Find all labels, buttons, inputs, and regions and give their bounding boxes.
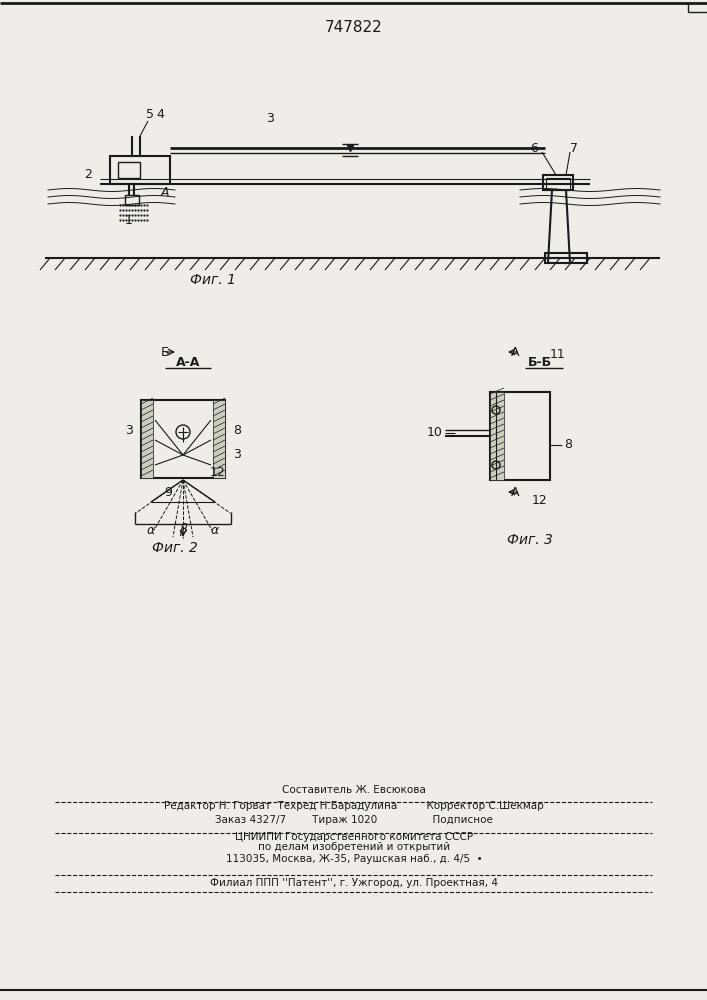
Text: α: α: [211, 524, 219, 536]
Bar: [125, 195, 139, 205]
Text: Б: Б: [160, 346, 169, 359]
Bar: [543, 175, 573, 190]
Text: 2: 2: [84, 167, 92, 180]
Text: Заказ 4327/7        Тираж 1020                 Подписное: Заказ 4327/7 Тираж 1020 Подписное: [215, 815, 493, 825]
Text: 11: 11: [550, 349, 566, 361]
Text: А: А: [510, 346, 519, 359]
Text: Б-Б: Б-Б: [528, 356, 552, 368]
Text: Редактор Н. Горват  Техред Н.Барадулина         Корректор С.Шекмар: Редактор Н. Горват Техред Н.Барадулина К…: [164, 801, 544, 811]
Text: 9: 9: [164, 486, 172, 498]
Text: 4: 4: [156, 107, 164, 120]
Text: 8: 8: [564, 438, 572, 452]
Text: A: A: [160, 186, 169, 198]
Text: 6: 6: [530, 141, 538, 154]
Bar: [141, 400, 153, 478]
Text: по делам изобретений и открытий: по делам изобретений и открытий: [258, 842, 450, 852]
Bar: [213, 400, 225, 478]
Text: 747822: 747822: [325, 20, 383, 35]
Text: 7: 7: [570, 141, 578, 154]
Bar: [545, 253, 587, 263]
Bar: [118, 162, 140, 178]
Text: 12: 12: [532, 493, 548, 506]
Text: 113035, Москва, Ж-35, Раушская наб., д. 4/5  •: 113035, Москва, Ж-35, Раушская наб., д. …: [226, 854, 482, 864]
Text: 3: 3: [125, 424, 133, 436]
Bar: [546, 178, 570, 190]
Bar: [490, 392, 550, 480]
Text: 8: 8: [233, 424, 241, 436]
Text: 12: 12: [210, 466, 226, 479]
Text: 5: 5: [146, 107, 154, 120]
Text: α: α: [147, 524, 155, 536]
Text: β: β: [179, 524, 187, 536]
Bar: [110, 156, 170, 184]
Text: А: А: [510, 486, 519, 498]
Text: 3: 3: [266, 111, 274, 124]
Text: 1: 1: [125, 214, 133, 227]
Text: Фиг. 1: Фиг. 1: [190, 273, 236, 287]
Text: Составитель Ж. Евсюкова: Составитель Ж. Евсюкова: [282, 785, 426, 795]
Text: А-А: А-А: [176, 356, 200, 368]
Text: Фиг. 3: Фиг. 3: [507, 533, 553, 547]
Text: 3: 3: [233, 448, 241, 462]
Text: 10: 10: [427, 426, 443, 440]
Text: Фиг. 2: Фиг. 2: [152, 541, 198, 555]
Bar: [141, 400, 225, 478]
Text: ЦНИИПИ Государственного комитета СССР: ЦНИИПИ Государственного комитета СССР: [235, 832, 473, 842]
Bar: [490, 392, 504, 480]
Text: Филиал ППП ''Патент'', г. Ужгород, ул. Проектная, 4: Филиал ППП ''Патент'', г. Ужгород, ул. П…: [210, 878, 498, 888]
